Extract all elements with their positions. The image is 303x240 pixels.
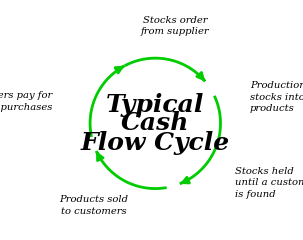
Text: Stocks held
until a customer
is found: Stocks held until a customer is found	[235, 167, 303, 199]
Text: Stocks order
from supplier: Stocks order from supplier	[141, 16, 209, 36]
Text: Typical: Typical	[106, 93, 205, 117]
Text: Customers pay for
their purchases: Customers pay for their purchases	[0, 91, 52, 112]
Text: Cash: Cash	[121, 111, 189, 135]
Text: Production turns
stocks into
products: Production turns stocks into products	[250, 81, 303, 113]
Text: Products sold
to customers: Products sold to customers	[59, 195, 128, 216]
Text: Flow Cycle: Flow Cycle	[81, 131, 230, 155]
